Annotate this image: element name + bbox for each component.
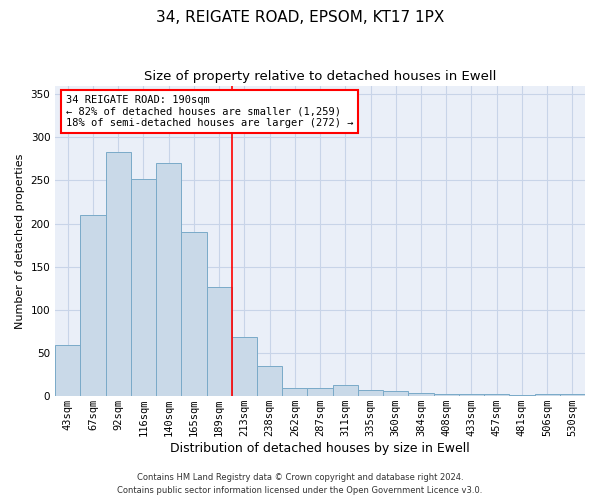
Text: Contains HM Land Registry data © Crown copyright and database right 2024.
Contai: Contains HM Land Registry data © Crown c… (118, 474, 482, 495)
Bar (409, 392, 434, 396)
Bar (383, 391, 409, 396)
Bar (156, 163, 181, 396)
Bar (181, 232, 206, 396)
Bar (106, 152, 131, 396)
Bar (131, 178, 156, 396)
Title: Size of property relative to detached houses in Ewell: Size of property relative to detached ho… (144, 70, 496, 83)
Bar (282, 388, 307, 396)
X-axis label: Distribution of detached houses by size in Ewell: Distribution of detached houses by size … (170, 442, 470, 455)
Bar (459, 394, 484, 396)
Bar (535, 394, 560, 396)
Bar (560, 394, 585, 396)
Bar (206, 286, 232, 396)
Bar (434, 394, 459, 396)
Bar (80, 215, 106, 396)
Bar (55, 346, 80, 396)
Text: 34, REIGATE ROAD, EPSOM, KT17 1PX: 34, REIGATE ROAD, EPSOM, KT17 1PX (156, 10, 444, 25)
Y-axis label: Number of detached properties: Number of detached properties (15, 153, 25, 328)
Bar (257, 366, 282, 396)
Bar (358, 390, 383, 396)
Bar (232, 338, 257, 396)
Text: 34 REIGATE ROAD: 190sqm
← 82% of detached houses are smaller (1,259)
18% of semi: 34 REIGATE ROAD: 190sqm ← 82% of detache… (66, 95, 353, 128)
Bar (332, 385, 358, 396)
Bar (307, 388, 332, 396)
Bar (484, 394, 509, 396)
